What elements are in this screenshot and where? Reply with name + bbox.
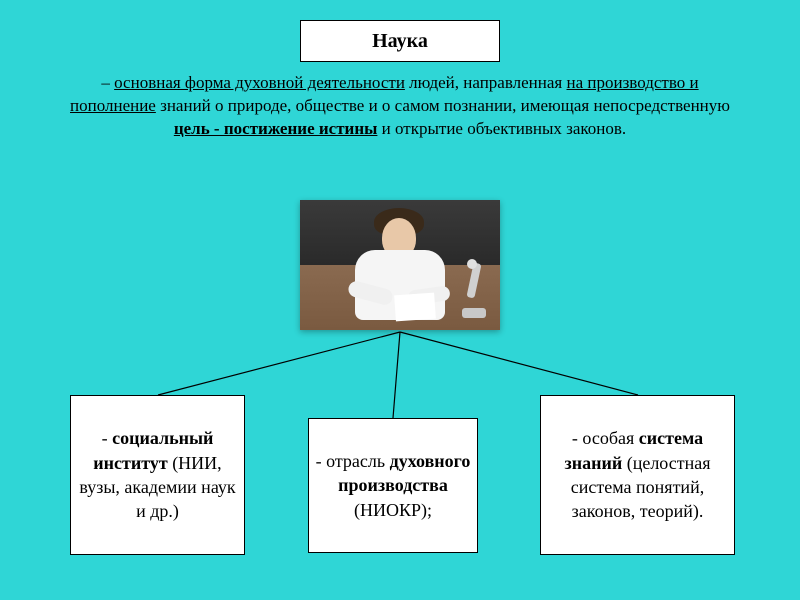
box-center-rest: (НИОКР);: [354, 500, 432, 520]
branch-box-spiritual-production: - отрасль духовного производства (НИОКР)…: [308, 418, 478, 553]
title-text: Наука: [372, 30, 428, 53]
branch-box-social-institute: - социальный институт (НИИ, вузы, академ…: [70, 395, 245, 555]
scientist-image: [300, 200, 500, 330]
image-paper: [394, 293, 436, 322]
microscope-icon: [460, 263, 488, 318]
box-right-prefix: - особая: [572, 428, 639, 448]
box-center-prefix: - отрасль: [316, 451, 390, 471]
title-box: Наука: [300, 20, 500, 62]
branch-box-knowledge-system: - особая система знаний (целостная систе…: [540, 395, 735, 555]
definition-text: – основная форма духовной деятельности л…: [60, 72, 740, 141]
box-left-prefix: -: [102, 428, 113, 448]
